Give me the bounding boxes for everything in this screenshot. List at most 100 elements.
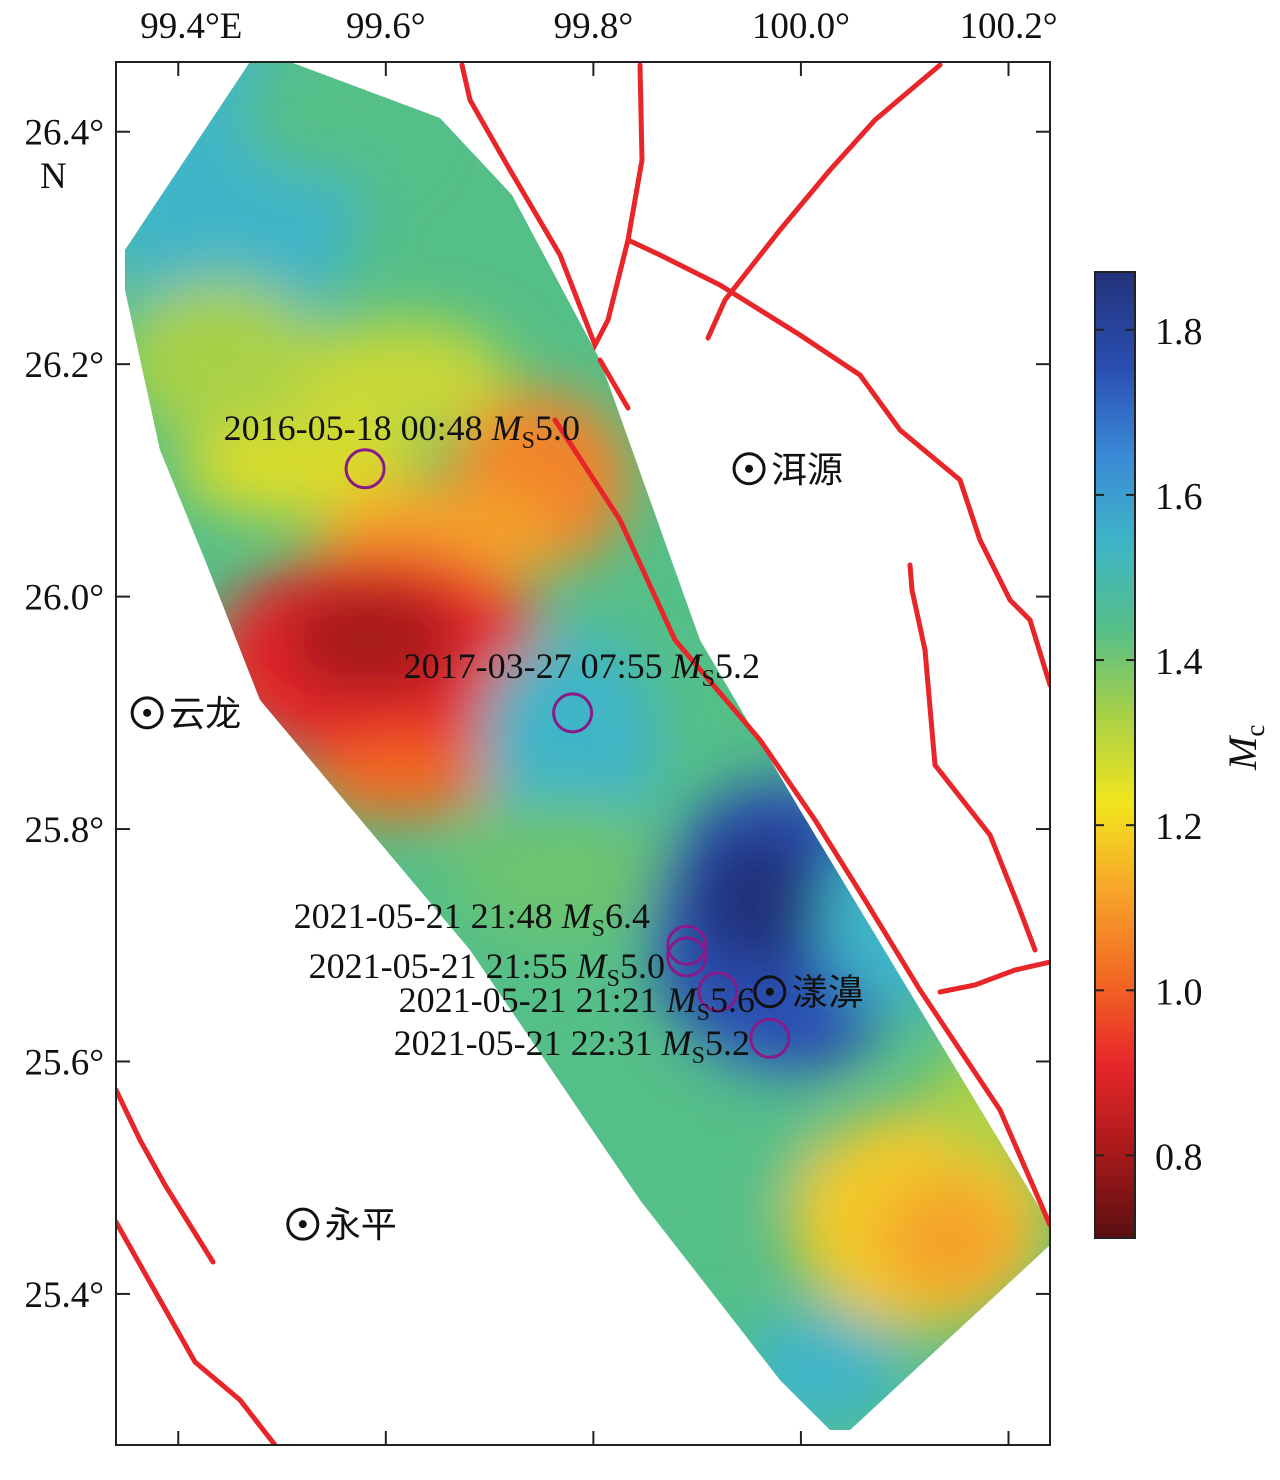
earthquake-label: 2021-05-21 21:21 MS5.6 bbox=[399, 980, 755, 1026]
y-tick-label: 26.0° bbox=[24, 578, 104, 619]
city-dot-icon bbox=[143, 708, 152, 717]
earthquake-mag-prefix: M bbox=[576, 946, 609, 986]
fault-line bbox=[116, 1219, 278, 1445]
fault-line bbox=[937, 959, 1050, 995]
earthquake-mag-value: 5.2 bbox=[705, 1023, 750, 1063]
earthquake-date: 2021-05-21 21:55 bbox=[309, 946, 577, 986]
x-axis-labels: 99.4°E 99.6° 99.8° 100.0° 100.2° bbox=[140, 6, 1057, 47]
x-tick-label: 99.8° bbox=[554, 6, 634, 47]
earthquake-mag-sub: S bbox=[702, 666, 715, 692]
fault-line bbox=[459, 62, 645, 352]
epicenter-circle-icon bbox=[666, 936, 708, 978]
colorbar-ramp bbox=[1094, 271, 1136, 1239]
earthquake-mag-value: 5.0 bbox=[535, 408, 580, 448]
earthquake-date: 2021-05-21 21:48 bbox=[294, 896, 562, 936]
y-tick-label: 25.4° bbox=[24, 1275, 104, 1316]
earthquake-mag-sub: S bbox=[607, 966, 620, 992]
earthquake-mag-prefix: M bbox=[561, 896, 594, 936]
y-tick-label: 26.4° bbox=[24, 113, 104, 154]
city-label: 云龙 bbox=[169, 694, 241, 735]
x-tick-label: 99.6° bbox=[346, 6, 426, 47]
earthquake-event: 2016-05-18 00:48 MS5.0 bbox=[224, 408, 580, 490]
epicenter-circle-icon bbox=[344, 448, 386, 490]
city-marker: 漾濞 bbox=[753, 973, 864, 1014]
city-label: 永平 bbox=[325, 1205, 397, 1246]
earthquake-event: 2017-03-27 07:55 MS5.2 bbox=[404, 646, 760, 734]
colorbar-tick-label: 0.8 bbox=[1155, 1136, 1203, 1178]
mc-raster bbox=[125, 62, 1050, 1430]
city-label: 漾濞 bbox=[792, 973, 864, 1014]
earthquake-mag-value: 6.4 bbox=[605, 896, 650, 936]
fault-line bbox=[116, 1087, 216, 1265]
city-ring-icon bbox=[732, 452, 766, 486]
earthquake-event: 2021-05-21 22:31 MS5.2 bbox=[394, 1017, 791, 1069]
colorbar-ticks: 0.8 1.0 1.2 1.4 1.6 1.8 bbox=[1095, 311, 1203, 1178]
y-axis-unit-label: N bbox=[40, 156, 67, 197]
colorbar-label-sub: c bbox=[1240, 725, 1270, 737]
earthquake-mag-prefix: M bbox=[666, 980, 699, 1020]
epicenter-circle-icon bbox=[552, 692, 594, 734]
city-label: 洱源 bbox=[771, 450, 843, 491]
city-marker: 永平 bbox=[286, 1205, 397, 1246]
colorbar-label-main: M bbox=[1220, 734, 1265, 771]
earthquake-label: 2017-03-27 07:55 MS5.2 bbox=[404, 646, 760, 692]
fault-lines bbox=[116, 62, 1050, 1445]
earthquake-mag-value: 5.2 bbox=[715, 646, 760, 686]
tick-marks bbox=[116, 62, 1050, 1445]
earthquake-mag-prefix: M bbox=[671, 646, 704, 686]
fault-line bbox=[552, 417, 1050, 1228]
fault-line bbox=[705, 62, 943, 341]
y-tick-label: 25.8° bbox=[24, 810, 104, 851]
earthquake-label: 2021-05-21 22:31 MS5.2 bbox=[394, 1023, 750, 1069]
earthquake-mag-sub: S bbox=[697, 1000, 710, 1026]
colorbar-label: Mc bbox=[1220, 725, 1270, 771]
y-axis-labels: 26.4° 26.2° 26.0° 25.8° 25.6° 25.4° bbox=[24, 113, 104, 1316]
colorbar-tick-label: 1.8 bbox=[1155, 311, 1203, 353]
earthquake-label: 2016-05-18 00:48 MS5.0 bbox=[224, 408, 580, 454]
city-marker: 洱源 bbox=[732, 450, 843, 491]
earthquake-mag-value: 5.6 bbox=[710, 980, 755, 1020]
earthquake-mag-sub: S bbox=[692, 1043, 705, 1069]
y-tick-label: 26.2° bbox=[24, 345, 104, 386]
colorbar-tick-label: 1.6 bbox=[1155, 476, 1203, 518]
colorbar-tick-label: 1.4 bbox=[1155, 641, 1203, 683]
city-ring-icon bbox=[286, 1207, 320, 1241]
earthquake-mag-prefix: M bbox=[661, 1023, 694, 1063]
earthquake-label: 2021-05-21 21:48 MS6.4 bbox=[294, 896, 650, 942]
earthquake-event: 2021-05-21 21:48 MS6.4 bbox=[294, 896, 708, 966]
fault-line bbox=[597, 357, 631, 411]
y-tick-label: 25.6° bbox=[24, 1042, 104, 1083]
city-ring-icon bbox=[753, 975, 787, 1009]
fault-line bbox=[625, 237, 1050, 688]
earthquake-label: 2021-05-21 21:55 MS5.0 bbox=[309, 946, 665, 992]
x-tick-label: 100.0° bbox=[752, 6, 850, 47]
city-marker: 云龙 bbox=[130, 694, 241, 735]
epicenter-circle-icon bbox=[697, 971, 739, 1013]
earthquake-mag-sub: S bbox=[592, 916, 605, 942]
earthquake-date: 2017-03-27 07:55 bbox=[404, 646, 672, 686]
colorbar: 0.8 1.0 1.2 1.4 1.6 1.8 Mc bbox=[1094, 271, 1270, 1239]
fault-line bbox=[907, 562, 1038, 953]
x-tick-label: 100.2° bbox=[959, 6, 1057, 47]
map-frame bbox=[115, 61, 1051, 1446]
earthquake-event: 2021-05-21 21:21 MS5.6 bbox=[399, 971, 755, 1026]
epicenter-circle-icon bbox=[666, 924, 708, 966]
earthquake-mag-sub: S bbox=[522, 428, 535, 454]
city-dot-icon bbox=[745, 464, 754, 473]
city-dot-icon bbox=[765, 987, 774, 996]
city-ring-icon bbox=[130, 696, 164, 730]
x-tick-label: 99.4°E bbox=[140, 6, 242, 47]
earthquake-mag-value: 5.0 bbox=[620, 946, 665, 986]
colorbar-tick-label: 1.2 bbox=[1155, 806, 1203, 848]
earthquake-date: 2021-05-21 21:21 bbox=[399, 980, 667, 1020]
earthquake-mag-prefix: M bbox=[491, 408, 524, 448]
city-dot-icon bbox=[298, 1220, 307, 1229]
earthquake-event: 2021-05-21 21:55 MS5.0 bbox=[309, 936, 708, 992]
colorbar-tick-label: 1.0 bbox=[1155, 971, 1203, 1013]
earthquake-date: 2021-05-21 22:31 bbox=[394, 1023, 662, 1063]
earthquake-date: 2016-05-18 00:48 bbox=[224, 408, 492, 448]
epicenter-circle-icon bbox=[749, 1017, 791, 1059]
